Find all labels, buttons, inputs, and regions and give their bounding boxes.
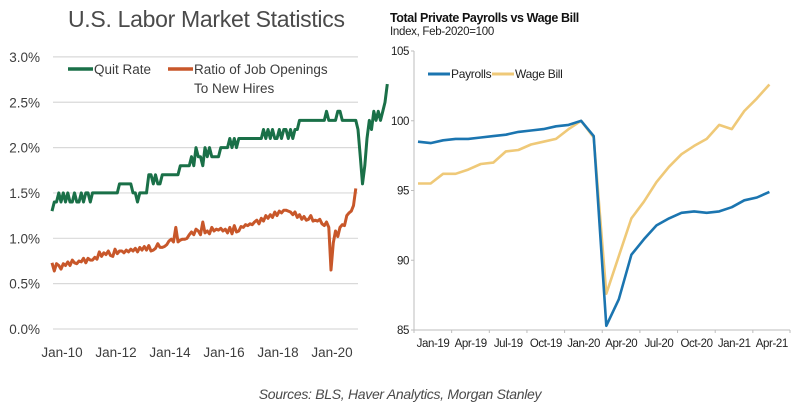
left-x-tick-label: Jan-12 xyxy=(95,345,136,360)
left-y-tick-label: 0.0% xyxy=(9,322,40,337)
right-x-axis: Jan-19 Apr-19 Jul-19 Oct-19 Jan-20 Apr-20 Jul-… xyxy=(417,338,789,350)
right-chart-title: Total Private Payrolls vs Wage Bill xyxy=(390,11,579,25)
right-y-tick-label: 90 xyxy=(397,255,409,267)
right-x-tick-label: Jan-19 xyxy=(417,338,450,350)
right-x-tick-label: Jul-19 xyxy=(494,338,523,350)
left-y-tick-label: 1.0% xyxy=(9,231,40,246)
left-y-tick-label: 2.0% xyxy=(9,141,40,156)
right-x-tick-label: Oct-19 xyxy=(530,338,562,350)
legend-label-ratio-line1: Ratio of Job Openings xyxy=(194,62,328,77)
wage-bill-line xyxy=(418,83,771,296)
right-y-tick-label: 105 xyxy=(391,46,409,58)
right-x-tick-label: Jan-20 xyxy=(567,338,600,350)
sources-footnote: Sources: BLS, Haver Analytics, Morgan St… xyxy=(258,386,542,402)
legend-label-quit-rate: Quit Rate xyxy=(94,62,151,77)
ratio-line xyxy=(50,188,358,273)
right-chart-subtitle: Index, Feb-2020=100 xyxy=(390,26,494,38)
left-y-tick-label: 1.5% xyxy=(9,186,40,201)
right-plot-area xyxy=(417,83,771,328)
payrolls-line xyxy=(417,119,770,328)
right-y-axis: 85 90 95 100 105 xyxy=(391,46,409,337)
right-x-tick-label: Apr-21 xyxy=(756,338,788,350)
quit-rate-line xyxy=(50,83,389,212)
right-legend: Payrolls Wage Bill xyxy=(428,67,563,81)
legend-label-wage-bill: Wage Bill xyxy=(515,67,563,81)
left-gridlines xyxy=(53,56,358,330)
left-x-tick-label: Jan-14 xyxy=(149,345,191,360)
left-x-tick-label: Jan-20 xyxy=(311,345,352,360)
right-y-tick-label: 100 xyxy=(391,116,409,128)
left-x-axis: Jan-10 Jan-12 Jan-14 Jan-16 Jan-18 Jan-20 xyxy=(41,345,352,360)
left-x-tick-label: Jan-18 xyxy=(257,345,298,360)
left-x-tick-label: Jan-10 xyxy=(41,345,82,360)
right-x-tick-label: Jan-21 xyxy=(718,338,751,350)
left-chart-title: U.S. Labor Market Statistics xyxy=(68,6,345,32)
right-x-tick-label: Jul-20 xyxy=(644,338,673,350)
left-legend: Quit Rate Ratio of Job Openings To New H… xyxy=(68,62,328,96)
left-y-tick-label: 0.5% xyxy=(9,277,40,292)
right-y-tick-label: 85 xyxy=(397,325,409,337)
left-y-tick-label: 3.0% xyxy=(9,50,40,65)
left-y-tick-label: 2.5% xyxy=(9,95,40,110)
right-axes xyxy=(411,50,791,333)
left-plot-area xyxy=(50,83,389,273)
left-y-axis: 0.0% 0.5% 1.0% 1.5% 2.0% 2.5% 3.0% xyxy=(9,50,40,337)
right-y-tick-label: 95 xyxy=(397,186,409,198)
right-x-tick-label: Apr-19 xyxy=(455,338,487,350)
legend-label-payrolls: Payrolls xyxy=(451,67,492,81)
legend-label-ratio-line2: To New Hires xyxy=(194,81,275,96)
left-x-tick-label: Jan-16 xyxy=(203,345,244,360)
right-x-tick-label: Apr-20 xyxy=(605,338,637,350)
right-x-tick-label: Oct-20 xyxy=(680,338,712,350)
